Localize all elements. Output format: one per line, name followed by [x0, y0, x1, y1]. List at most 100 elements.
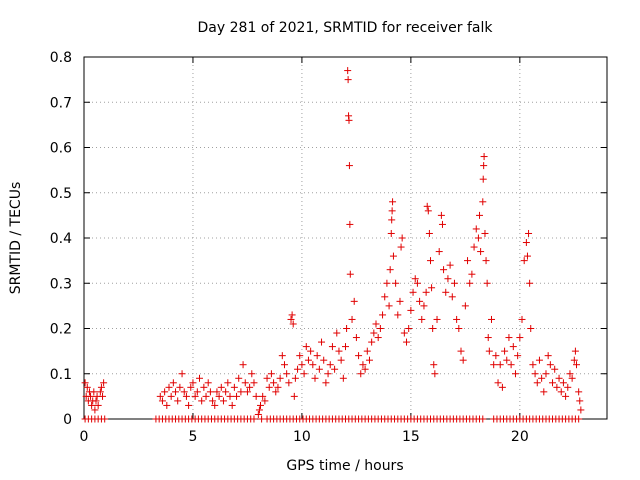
data-point — [407, 306, 415, 314]
data-point — [520, 257, 528, 265]
data-point — [522, 239, 530, 247]
data-points — [81, 67, 585, 423]
data-point — [283, 370, 291, 378]
data-point — [200, 383, 208, 391]
data-point — [440, 266, 448, 274]
data-point — [313, 352, 321, 360]
x-axis-title: GPS time / hours — [286, 458, 403, 474]
data-point — [165, 383, 173, 391]
data-point — [100, 379, 108, 387]
data-point — [479, 198, 487, 206]
data-point — [485, 347, 493, 355]
y-tick-label: 0 — [63, 412, 72, 428]
data-point — [388, 207, 396, 215]
data-point — [409, 288, 417, 296]
data-point — [363, 347, 371, 355]
data-point — [559, 379, 567, 387]
data-point — [204, 379, 212, 387]
x-tick-label: 0 — [80, 429, 89, 445]
data-point — [396, 297, 404, 305]
x-tick-label: 15 — [402, 429, 420, 445]
data-point — [315, 365, 323, 373]
data-point — [459, 356, 467, 364]
data-point — [91, 406, 99, 414]
data-point — [383, 279, 391, 287]
data-point — [224, 379, 232, 387]
data-point — [172, 388, 180, 396]
data-point — [300, 370, 308, 378]
data-point — [174, 397, 182, 405]
data-point — [250, 379, 258, 387]
y-tick-label: 0.4 — [50, 231, 72, 247]
data-point — [193, 388, 201, 396]
data-point — [222, 388, 230, 396]
data-point — [370, 329, 378, 337]
data-point — [259, 392, 267, 400]
data-point — [514, 352, 522, 360]
data-point — [335, 347, 343, 355]
data-point — [531, 370, 539, 378]
data-point — [474, 234, 482, 242]
y-tick-label: 0.6 — [50, 141, 72, 157]
data-point — [397, 243, 405, 251]
data-point — [423, 202, 431, 210]
data-point — [444, 275, 452, 283]
data-point — [324, 370, 332, 378]
data-point — [270, 379, 278, 387]
data-point — [575, 388, 583, 396]
data-point — [359, 361, 367, 369]
chart-title: Day 281 of 2021, SRMTID for receiver fal… — [198, 20, 494, 36]
data-point — [430, 361, 438, 369]
y-tick-label: 0.2 — [50, 322, 72, 338]
data-point — [529, 361, 537, 369]
data-point — [161, 388, 169, 396]
data-point — [526, 279, 534, 287]
data-point — [575, 415, 583, 423]
data-point — [343, 325, 351, 332]
data-point — [255, 406, 263, 414]
data-point — [219, 397, 227, 405]
data-point — [158, 397, 166, 405]
data-point — [235, 374, 243, 382]
data-point — [309, 361, 317, 369]
data-point — [387, 229, 395, 237]
data-point — [278, 352, 286, 360]
data-point — [564, 383, 572, 391]
data-point — [570, 356, 578, 364]
data-point — [287, 315, 295, 323]
data-point — [333, 329, 341, 337]
data-point — [551, 365, 559, 373]
data-point — [422, 288, 430, 296]
data-point — [484, 334, 492, 342]
data-point — [577, 406, 585, 414]
data-point — [178, 370, 186, 378]
data-point — [535, 356, 543, 364]
data-point — [413, 279, 421, 287]
data-point — [538, 374, 546, 382]
data-point — [477, 248, 485, 256]
data-point — [344, 76, 352, 84]
data-point — [544, 352, 552, 360]
data-point — [342, 343, 349, 351]
data-point — [501, 347, 509, 355]
data-point — [488, 315, 496, 323]
data-point — [267, 370, 275, 378]
data-point — [426, 257, 434, 265]
data-point — [345, 116, 353, 124]
data-point — [209, 397, 217, 405]
data-point — [239, 361, 247, 369]
data-point — [511, 370, 519, 378]
data-point — [557, 388, 565, 396]
data-point — [350, 297, 358, 305]
data-point — [428, 284, 436, 292]
data-point — [505, 334, 513, 342]
data-point — [480, 153, 488, 161]
data-point — [372, 320, 380, 328]
data-point — [272, 388, 280, 396]
data-point — [461, 302, 469, 310]
data-point — [433, 315, 441, 323]
data-point — [468, 270, 476, 278]
data-point — [479, 415, 487, 423]
data-point — [331, 365, 339, 373]
